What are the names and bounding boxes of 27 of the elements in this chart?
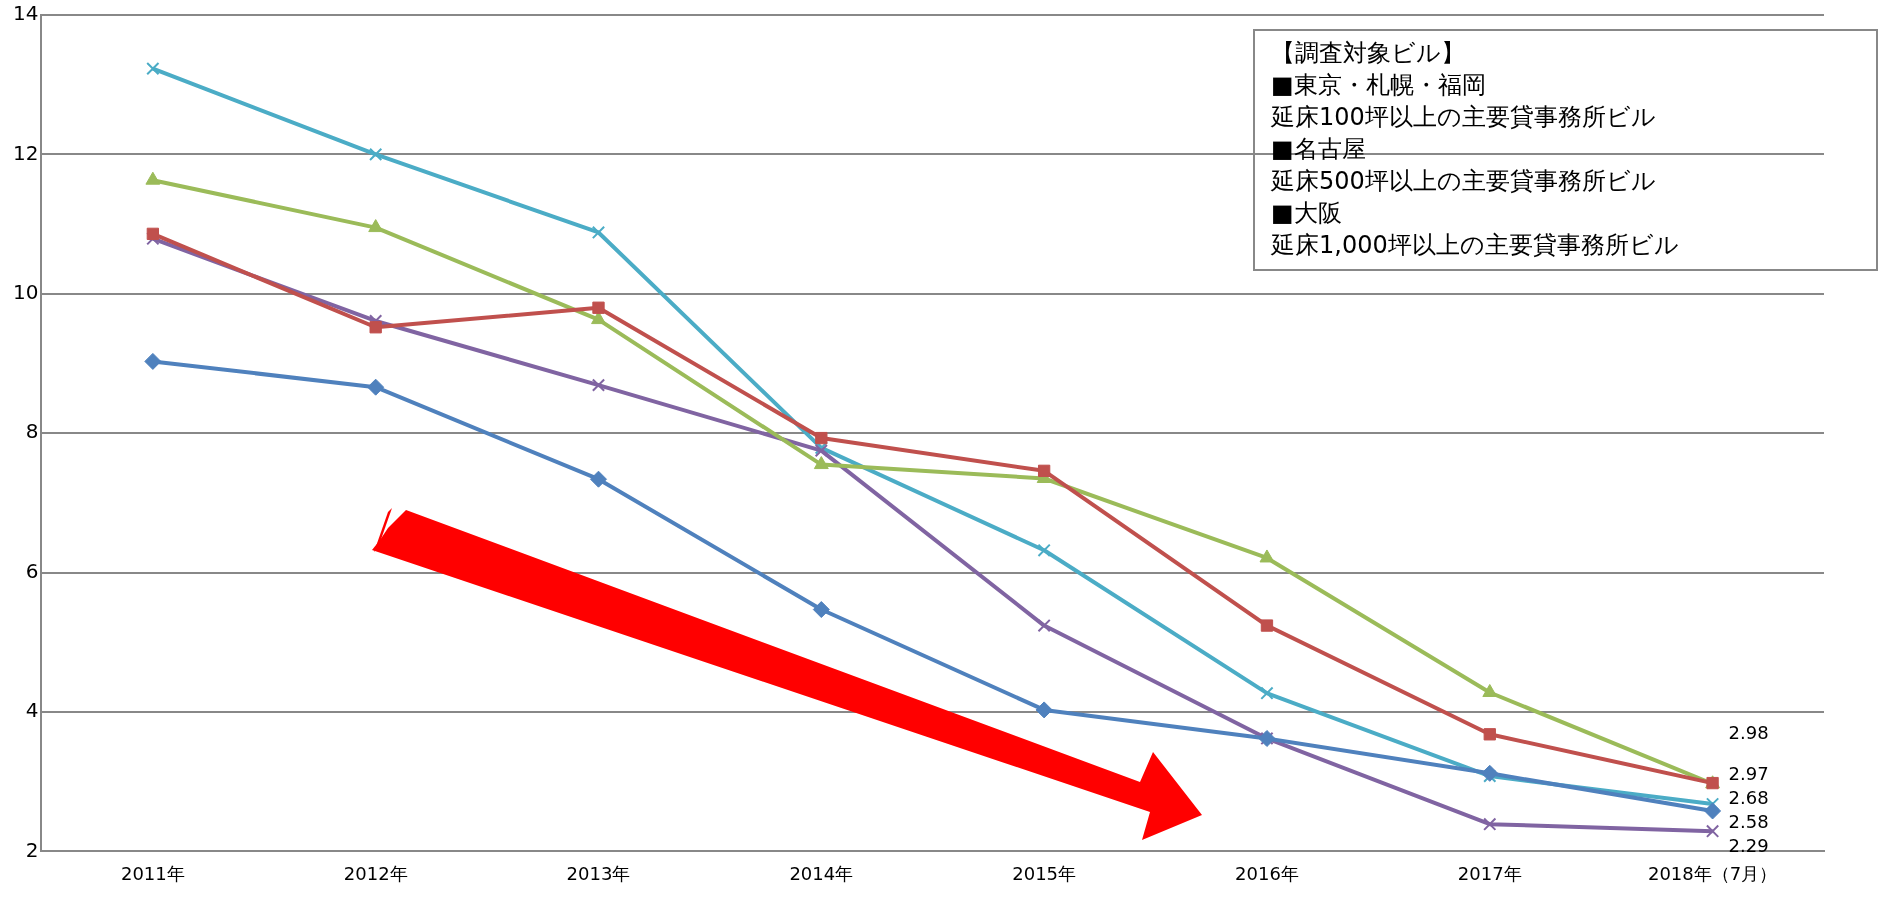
data-label: 2.29 [1728, 835, 1769, 857]
data-label: 2.98 [1728, 722, 1769, 744]
x-tick-label: 2014年 [789, 862, 854, 884]
x-tick-label: 2018年（7月） [1647, 862, 1778, 884]
x-tick-label: 2015年 [1012, 862, 1077, 884]
y-tick-label: 8 [25, 419, 39, 444]
y-tick-label: 2 [25, 837, 39, 862]
annotation: ■東京・札幌・福岡 [1271, 70, 1487, 101]
annotation: 延床100坪以上の主要貸事務所ビル [1271, 102, 1657, 133]
y-tick-label: 10 [13, 280, 39, 304]
x-tick-label: 2012年 [343, 862, 408, 884]
x-tick-label: 2011年 [120, 862, 185, 884]
annotation: ■大阪 [1271, 198, 1343, 229]
x-tick-label: 2013年 [566, 862, 631, 884]
annotation: 延床500坪以上の主要貸事務所ビル [1271, 166, 1657, 197]
y-tick-label: 6 [25, 558, 39, 583]
data-label: 2.68 [1728, 787, 1769, 809]
y-tick-label: 14 [13, 1, 39, 26]
x-tick-label: 2016年 [1235, 862, 1299, 884]
x-tick-label: 2017年 [1457, 862, 1522, 884]
annotation: 延床1,000坪以上の主要貸事務所ビル [1271, 230, 1680, 261]
y-tick-label: 12 [13, 140, 39, 165]
data-label: 2.58 [1728, 811, 1769, 833]
annotation: 【調査対象ビル】 [1271, 38, 1466, 69]
y-tick-label: 4 [25, 698, 39, 723]
data-label: 2.97 [1728, 763, 1769, 785]
annotation: ■名古屋 [1271, 134, 1367, 165]
